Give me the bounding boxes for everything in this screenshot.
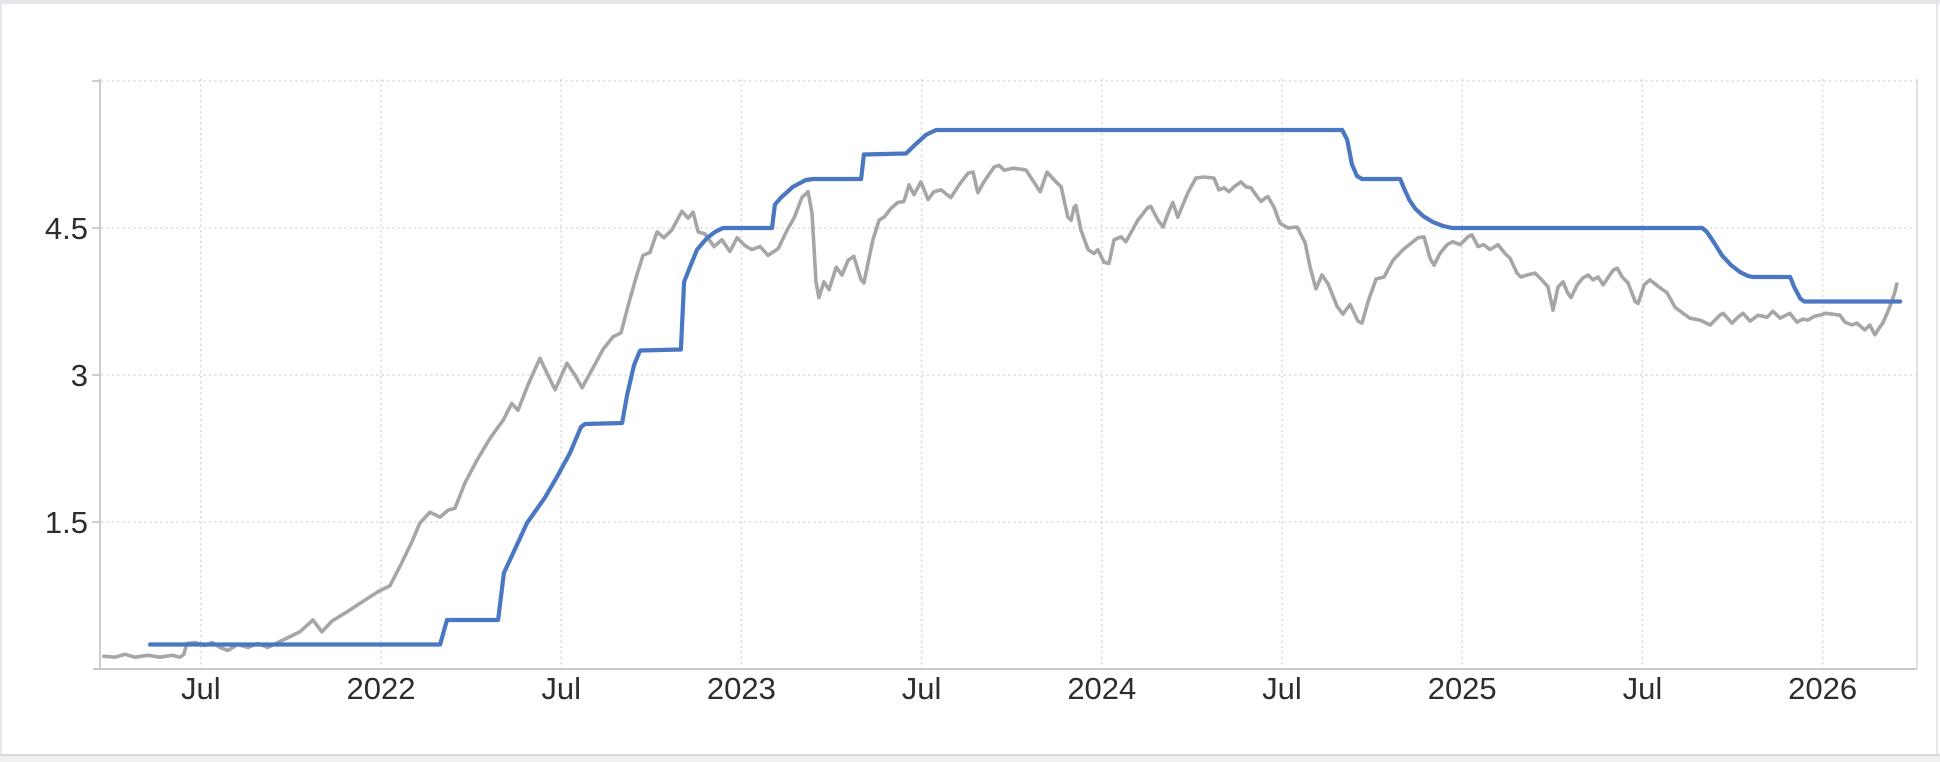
y-axis-label: 1.5: [45, 505, 88, 540]
x-axis-label: 2022: [347, 671, 416, 706]
x-axis-label: Jul: [902, 671, 942, 706]
x-axis-label: 2024: [1067, 671, 1136, 706]
x-axis-label: 2026: [1788, 671, 1857, 706]
page-bottom-strip: [0, 756, 1940, 762]
x-axis-label: Jul: [541, 671, 581, 706]
x-axis-label: Jul: [1262, 671, 1302, 706]
x-axis-label: 2025: [1428, 671, 1497, 706]
market-yield-line: [102, 163, 1899, 660]
y-axis-label: 3: [71, 358, 88, 393]
x-axis-label: Jul: [1623, 671, 1663, 706]
y-axis-label: 4.5: [45, 211, 88, 246]
policy-rate-line: [147, 127, 1903, 647]
x-axis-label: Jul: [181, 671, 221, 706]
x-axis-label: 2023: [707, 671, 776, 706]
